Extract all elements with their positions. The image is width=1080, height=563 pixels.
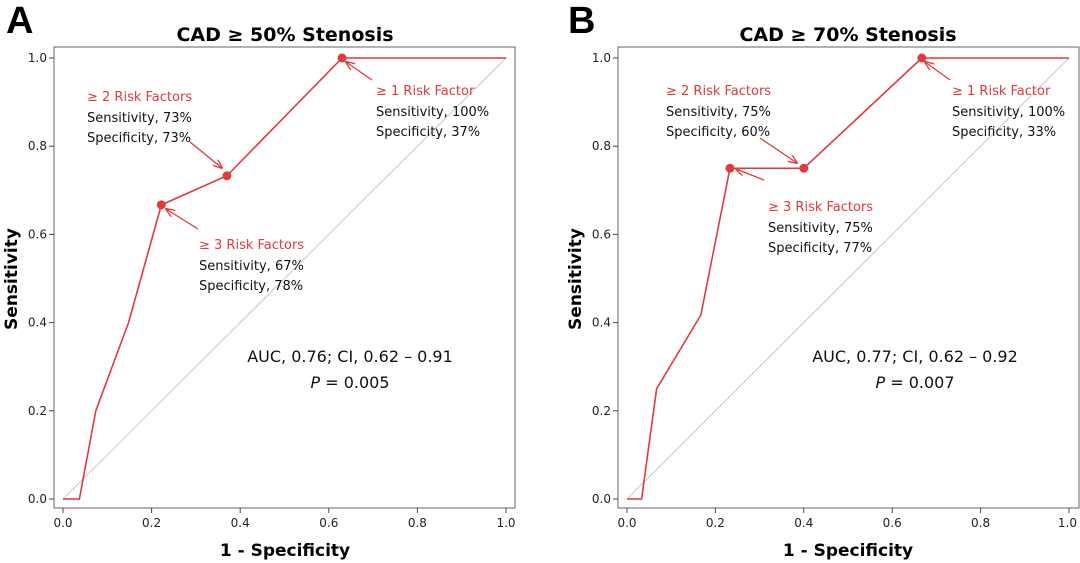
- annotation-specificity: Specificity, 73%: [87, 131, 191, 146]
- annotation-label: ≥ 3 Risk Factors: [768, 200, 873, 215]
- x-tick-label: 0.0: [53, 516, 72, 530]
- y-tick-label: 0.0: [592, 492, 611, 506]
- p-symbol: P: [310, 373, 320, 392]
- annotation-specificity: Specificity, 37%: [376, 125, 480, 140]
- annotation-arrow: [166, 209, 199, 230]
- x-tick-label: 0.6: [319, 516, 338, 530]
- reference-diagonal: [62, 57, 507, 500]
- cutoff-point-3: [725, 163, 735, 173]
- annotation-arrow: [346, 62, 373, 81]
- annotation-specificity: Specificity, 77%: [768, 241, 872, 256]
- tick-labels: 0.0 0.2 0.4 0.6 0.8 1.0 0.0 0.2 0.4 0.6 …: [28, 51, 516, 530]
- annotation-3-risk-factors: ≥ 3 Risk Factors Sensitivity, 67% Specif…: [166, 209, 304, 294]
- x-tick-label: 0.4: [231, 516, 250, 530]
- axis-ticks: [49, 57, 507, 513]
- annotation-2-risk-factors: ≥ 2 Risk Factors Sensitivity, 73% Specif…: [87, 90, 222, 168]
- y-axis-title: Sensitivity: [2, 228, 22, 330]
- annotation-sensitivity: Sensitivity, 75%: [666, 105, 771, 120]
- annotation-specificity: Specificity, 60%: [666, 125, 770, 140]
- cutoff-points: [156, 53, 347, 210]
- p-value: = 0.007: [885, 373, 954, 392]
- x-tick-label: 0.4: [794, 516, 813, 530]
- annotation-sensitivity: Sensitivity, 73%: [87, 111, 192, 126]
- panel-a: A CAD ≥ 50% Stenosis 1 - Specificity Sen…: [2, 0, 516, 561]
- tick-labels: 0.0 0.2 0.4 0.6 0.8 1.0 0.0 0.2 0.4 0.6 …: [592, 51, 1077, 530]
- plot-area: [53, 46, 516, 509]
- plot-area: [617, 46, 1080, 509]
- y-tick-label: 0.6: [28, 227, 47, 241]
- auc-annotation: AUC, 0.77; CI, 0.62 – 0.92 P = 0.007: [812, 347, 1018, 392]
- annotation-arrow: [189, 141, 222, 168]
- y-tick-label: 0.0: [28, 492, 47, 506]
- auc-annotation: AUC, 0.76; CI, 0.62 – 0.91 P = 0.005: [247, 347, 453, 392]
- cutoff-point-2: [222, 171, 232, 181]
- x-tick-label: 0.0: [617, 516, 636, 530]
- cutoff-point-2: [799, 163, 809, 173]
- cutoff-points: [725, 53, 927, 173]
- y-tick-label: 0.6: [592, 227, 611, 241]
- x-tick-label: 0.8: [971, 516, 990, 530]
- x-tick-label: 1.0: [1058, 516, 1077, 530]
- p-value-text: P = 0.007: [875, 373, 954, 392]
- annotation-3-risk-factors: ≥ 3 Risk Factors Sensitivity, 75% Specif…: [736, 169, 873, 256]
- panel-label: A: [6, 0, 33, 42]
- y-tick-label: 1.0: [28, 51, 47, 65]
- cutoff-point-1: [337, 53, 347, 63]
- x-tick-label: 1.0: [496, 516, 515, 530]
- x-axis-title: 1 - Specificity: [783, 541, 913, 561]
- annotation-specificity: Specificity, 33%: [952, 125, 1056, 140]
- annotation-sensitivity: Sensitivity, 100%: [952, 105, 1065, 120]
- x-axis-title: 1 - Specificity: [220, 541, 350, 561]
- y-tick-label: 0.8: [592, 139, 611, 153]
- annotation-sensitivity: Sensitivity, 100%: [376, 105, 489, 120]
- y-tick-label: 0.4: [592, 316, 611, 330]
- annotation-label: ≥ 1 Risk Factor: [376, 84, 475, 99]
- y-tick-label: 0.2: [592, 404, 611, 418]
- y-tick-label: 1.0: [592, 51, 611, 65]
- annotation-label: ≥ 1 Risk Factor: [952, 84, 1051, 99]
- y-tick-label: 0.2: [28, 404, 47, 418]
- y-axis-title: Sensitivity: [566, 228, 586, 330]
- p-value: = 0.005: [320, 373, 389, 392]
- annotation-2-risk-factors: ≥ 2 Risk Factors Sensitivity, 75% Specif…: [666, 84, 797, 163]
- panel-b: B CAD ≥ 70% Stenosis 1 - Specificity Sen…: [566, 0, 1080, 561]
- annotation-label: ≥ 3 Risk Factors: [199, 238, 304, 253]
- x-tick-label: 0.8: [408, 516, 427, 530]
- chart-title: CAD ≥ 50% Stenosis: [176, 24, 393, 46]
- axis-ticks: [613, 57, 1070, 513]
- cutoff-point-1: [917, 53, 927, 63]
- auc-text: AUC, 0.77; CI, 0.62 – 0.92: [812, 347, 1018, 366]
- annotation-sensitivity: Sensitivity, 67%: [199, 259, 304, 274]
- p-symbol: P: [875, 373, 885, 392]
- roc-curve: [627, 57, 1069, 500]
- x-tick-label: 0.6: [883, 516, 902, 530]
- annotation-1-risk-factor: ≥ 1 Risk Factor Sensitivity, 100% Specif…: [346, 62, 489, 140]
- annotation-arrow: [736, 169, 765, 181]
- panel-label: B: [568, 0, 595, 42]
- p-value-text: P = 0.005: [310, 373, 389, 392]
- annotation-specificity: Specificity, 78%: [199, 279, 303, 294]
- chart-title: CAD ≥ 70% Stenosis: [739, 24, 956, 46]
- x-tick-label: 0.2: [706, 516, 725, 530]
- y-tick-label: 0.8: [28, 139, 47, 153]
- annotation-arrow: [759, 137, 797, 163]
- cutoff-point-3: [156, 200, 166, 210]
- x-tick-label: 0.2: [142, 516, 161, 530]
- reference-diagonal: [626, 57, 1070, 500]
- auc-text: AUC, 0.76; CI, 0.62 – 0.91: [247, 347, 453, 366]
- annotation-arrow: [925, 62, 951, 81]
- annotation-label: ≥ 2 Risk Factors: [666, 84, 771, 99]
- annotation-sensitivity: Sensitivity, 75%: [768, 221, 873, 236]
- annotation-1-risk-factor: ≥ 1 Risk Factor Sensitivity, 100% Specif…: [925, 62, 1065, 140]
- annotation-label: ≥ 2 Risk Factors: [87, 90, 192, 105]
- y-tick-label: 0.4: [28, 316, 47, 330]
- roc-curve: [63, 57, 506, 500]
